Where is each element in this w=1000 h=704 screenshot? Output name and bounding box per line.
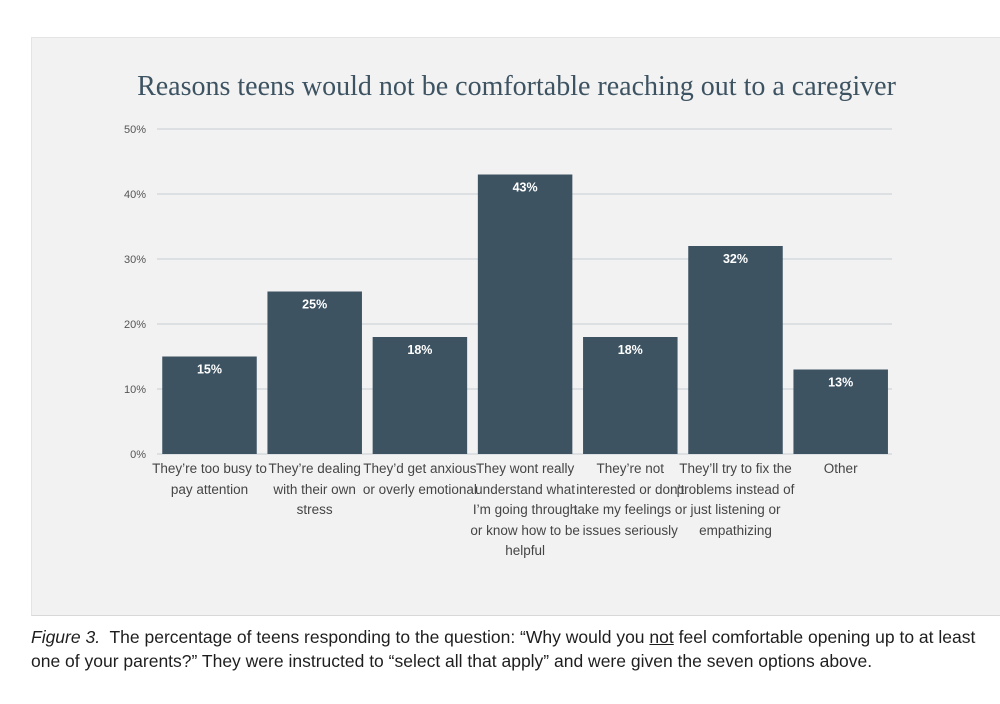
caption-text-after: feel comfortable opening up to at least … <box>31 627 976 671</box>
x-category-label: They wont really understand what I’m goi… <box>470 461 580 558</box>
caption-text-before: The percentage of teens responding to th… <box>109 627 645 647</box>
y-tick-label: 10% <box>124 384 146 396</box>
bar-2 <box>267 291 362 454</box>
bar-value-label: 13% <box>828 376 853 390</box>
bar-6 <box>688 246 783 454</box>
bar-value-label: 32% <box>723 252 748 266</box>
x-category-label: They’ll try to fix the problems instead … <box>676 461 795 538</box>
bar-1 <box>162 356 257 454</box>
bar-chart: 0% 10% 20% 30% 40% 50% 15% 25% 18% 43% 18% 32% 13% <box>124 124 892 461</box>
bar-value-labels: 15% 25% 18% 43% 18% 32% 13% <box>197 181 853 390</box>
y-tick-label: 20% <box>124 319 146 331</box>
bar-3 <box>372 337 468 454</box>
bars <box>162 174 888 454</box>
x-category-label: They’d get anxious or overly emotional <box>362 461 477 497</box>
x-category-label: Other <box>823 461 858 476</box>
x-category-label: They’re dealing with their own stress <box>268 461 361 517</box>
bar-value-label: 18% <box>407 343 432 357</box>
figure-label: Figure 3. <box>31 627 101 647</box>
bar-value-label: 15% <box>197 363 222 377</box>
x-category-label: They’re not interested or don’t take my … <box>573 461 687 538</box>
bar-value-label: 18% <box>618 343 643 357</box>
y-tick-label: 50% <box>124 124 146 136</box>
y-tick-label: 40% <box>124 189 146 201</box>
bar-value-label: 43% <box>513 181 538 195</box>
bar-value-label: 25% <box>302 298 327 312</box>
bar-4 <box>477 174 573 454</box>
caption-underlined-word: not <box>649 627 674 647</box>
chart-panel: 0% 10% 20% 30% 40% 50% 15% 25% 18% 43% 18% 32% 13% … <box>31 37 1000 616</box>
figure-caption: Figure 3. The percentage of teens respon… <box>31 625 981 673</box>
bar-7 <box>793 369 888 454</box>
chart-title: Reasons teens would not be comfortable r… <box>137 71 896 102</box>
x-category-label: They’re too busy to pay attention <box>152 461 267 497</box>
bar-5 <box>583 337 678 454</box>
y-axis-ticks: 0% 10% 20% 30% 40% 50% <box>124 124 146 461</box>
y-tick-label: 30% <box>124 254 146 266</box>
y-tick-label: 0% <box>130 449 146 461</box>
